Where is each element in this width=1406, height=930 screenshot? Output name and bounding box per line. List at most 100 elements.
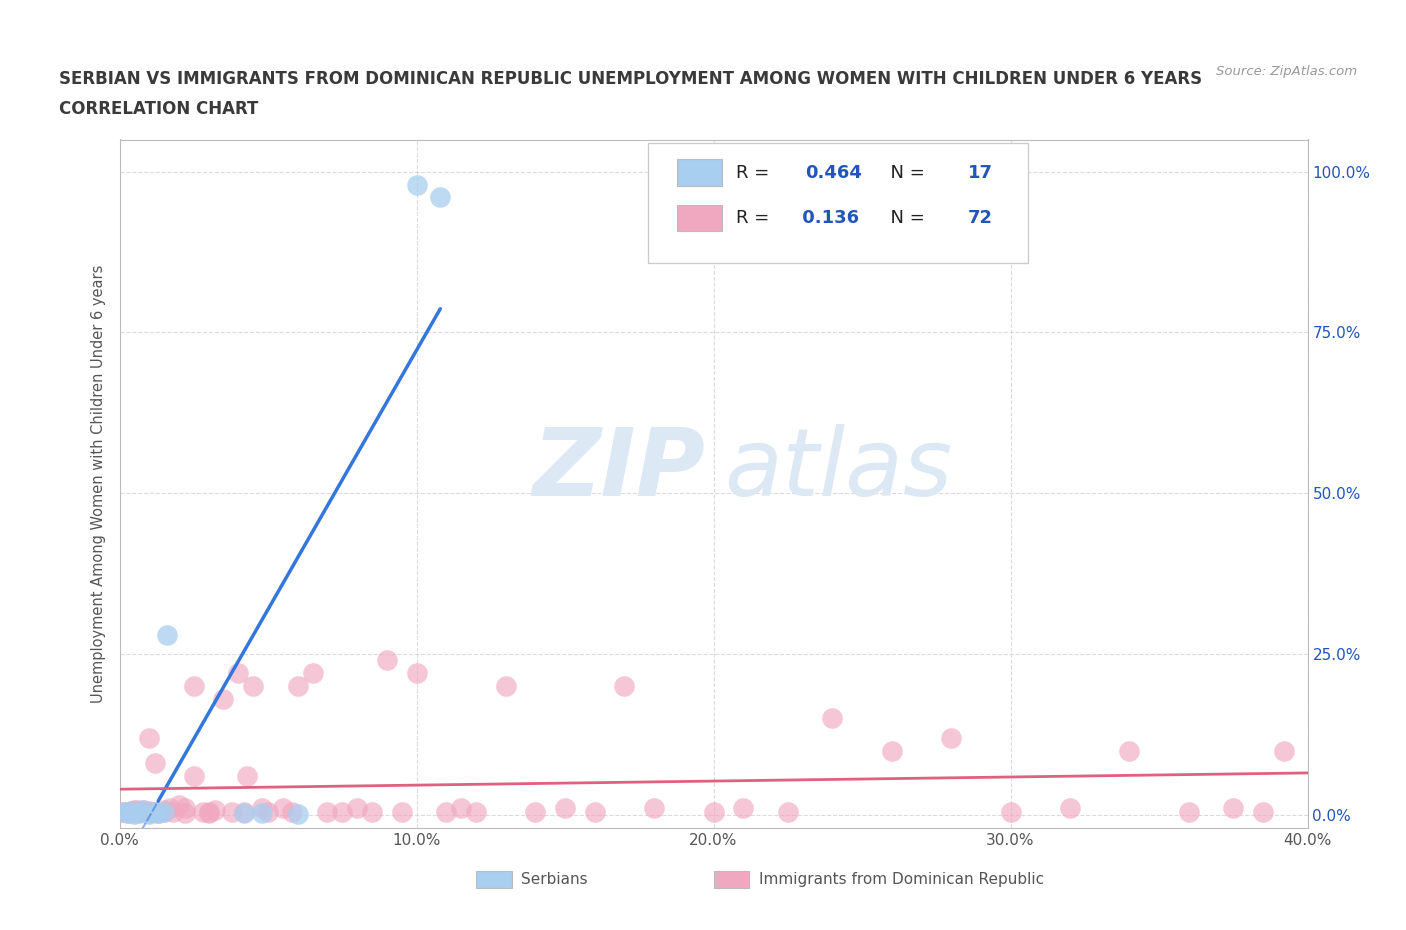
Point	[129, 805, 152, 820]
Text: Source: ZipAtlas.com: Source: ZipAtlas.com	[1216, 65, 1357, 78]
Point	[236, 769, 259, 784]
Point	[153, 804, 176, 819]
Point	[271, 801, 294, 816]
Point	[143, 804, 166, 819]
Y-axis label: Unemployment Among Women with Children Under 6 years: Unemployment Among Women with Children U…	[91, 264, 107, 703]
Point	[124, 805, 146, 820]
Point	[450, 801, 472, 816]
Text: N =: N =	[879, 209, 931, 227]
Point	[221, 804, 243, 819]
Point	[233, 805, 256, 820]
Text: atlas: atlas	[724, 424, 952, 515]
Point	[162, 804, 184, 819]
Point	[197, 804, 219, 819]
Point	[156, 628, 179, 643]
Point	[146, 805, 169, 820]
Point	[1222, 801, 1244, 816]
Point	[391, 804, 413, 819]
Point	[287, 806, 309, 821]
Point	[132, 803, 155, 817]
Bar	[676, 159, 721, 186]
Point	[138, 730, 160, 745]
Point	[1251, 804, 1274, 819]
Point	[183, 769, 205, 784]
Point	[242, 679, 264, 694]
Point	[173, 805, 195, 820]
Point	[204, 803, 226, 817]
Point	[228, 666, 250, 681]
Point	[821, 711, 844, 725]
Point	[361, 804, 384, 819]
Point	[117, 805, 139, 820]
Point	[1118, 743, 1140, 758]
Point	[733, 801, 755, 816]
Point	[127, 803, 149, 817]
Point	[643, 801, 665, 816]
Point	[159, 801, 181, 816]
Point	[197, 805, 219, 820]
Point	[124, 806, 146, 821]
Text: ZIP: ZIP	[531, 424, 704, 516]
Point	[495, 679, 517, 694]
Point	[524, 804, 547, 819]
Point	[434, 804, 457, 819]
Point	[141, 804, 163, 819]
Point	[1000, 804, 1022, 819]
Point	[124, 804, 146, 819]
Point	[120, 804, 142, 818]
Point	[316, 804, 339, 819]
Point	[183, 679, 205, 694]
Point	[250, 801, 273, 816]
Point	[939, 730, 962, 745]
Point	[1272, 743, 1295, 758]
Point	[143, 756, 166, 771]
Point	[138, 804, 160, 818]
Point	[287, 679, 309, 694]
Point	[613, 679, 636, 694]
Point	[153, 804, 176, 819]
Point	[776, 804, 799, 819]
Point	[880, 743, 903, 758]
Point	[346, 801, 368, 816]
Point	[257, 804, 280, 819]
Point	[330, 804, 353, 819]
Text: Immigrants from Dominican Republic: Immigrants from Dominican Republic	[759, 871, 1043, 887]
Point	[120, 804, 142, 819]
Point	[702, 804, 725, 819]
Text: Serbians: Serbians	[522, 871, 588, 887]
Point	[281, 804, 304, 819]
Point	[301, 666, 323, 681]
Point	[212, 692, 235, 707]
FancyBboxPatch shape	[648, 143, 1028, 263]
Point	[167, 798, 190, 813]
Point	[117, 805, 139, 820]
Point	[114, 804, 136, 819]
Bar	[676, 205, 721, 231]
Bar	[713, 870, 749, 888]
Point	[124, 803, 146, 817]
Point	[1178, 804, 1201, 819]
Point	[464, 804, 486, 819]
Point	[583, 804, 606, 819]
Point	[146, 805, 169, 820]
Point	[111, 804, 134, 819]
Text: 0.464: 0.464	[806, 164, 862, 181]
Point	[429, 190, 451, 205]
Text: 17: 17	[967, 164, 993, 181]
Bar	[475, 870, 512, 888]
Point	[132, 804, 155, 819]
Point	[129, 804, 152, 819]
Point	[1059, 801, 1081, 816]
Point	[138, 806, 160, 821]
Point	[153, 803, 176, 817]
Text: SERBIAN VS IMMIGRANTS FROM DOMINICAN REPUBLIC UNEMPLOYMENT AMONG WOMEN WITH CHIL: SERBIAN VS IMMIGRANTS FROM DOMINICAN REP…	[59, 70, 1202, 87]
Point	[120, 804, 142, 819]
Point	[173, 801, 195, 816]
Point	[132, 803, 155, 817]
Text: R =: R =	[737, 164, 775, 181]
Point	[405, 177, 427, 192]
Text: CORRELATION CHART: CORRELATION CHART	[59, 100, 259, 118]
Point	[138, 805, 160, 820]
Point	[233, 804, 256, 819]
Point	[191, 804, 214, 819]
